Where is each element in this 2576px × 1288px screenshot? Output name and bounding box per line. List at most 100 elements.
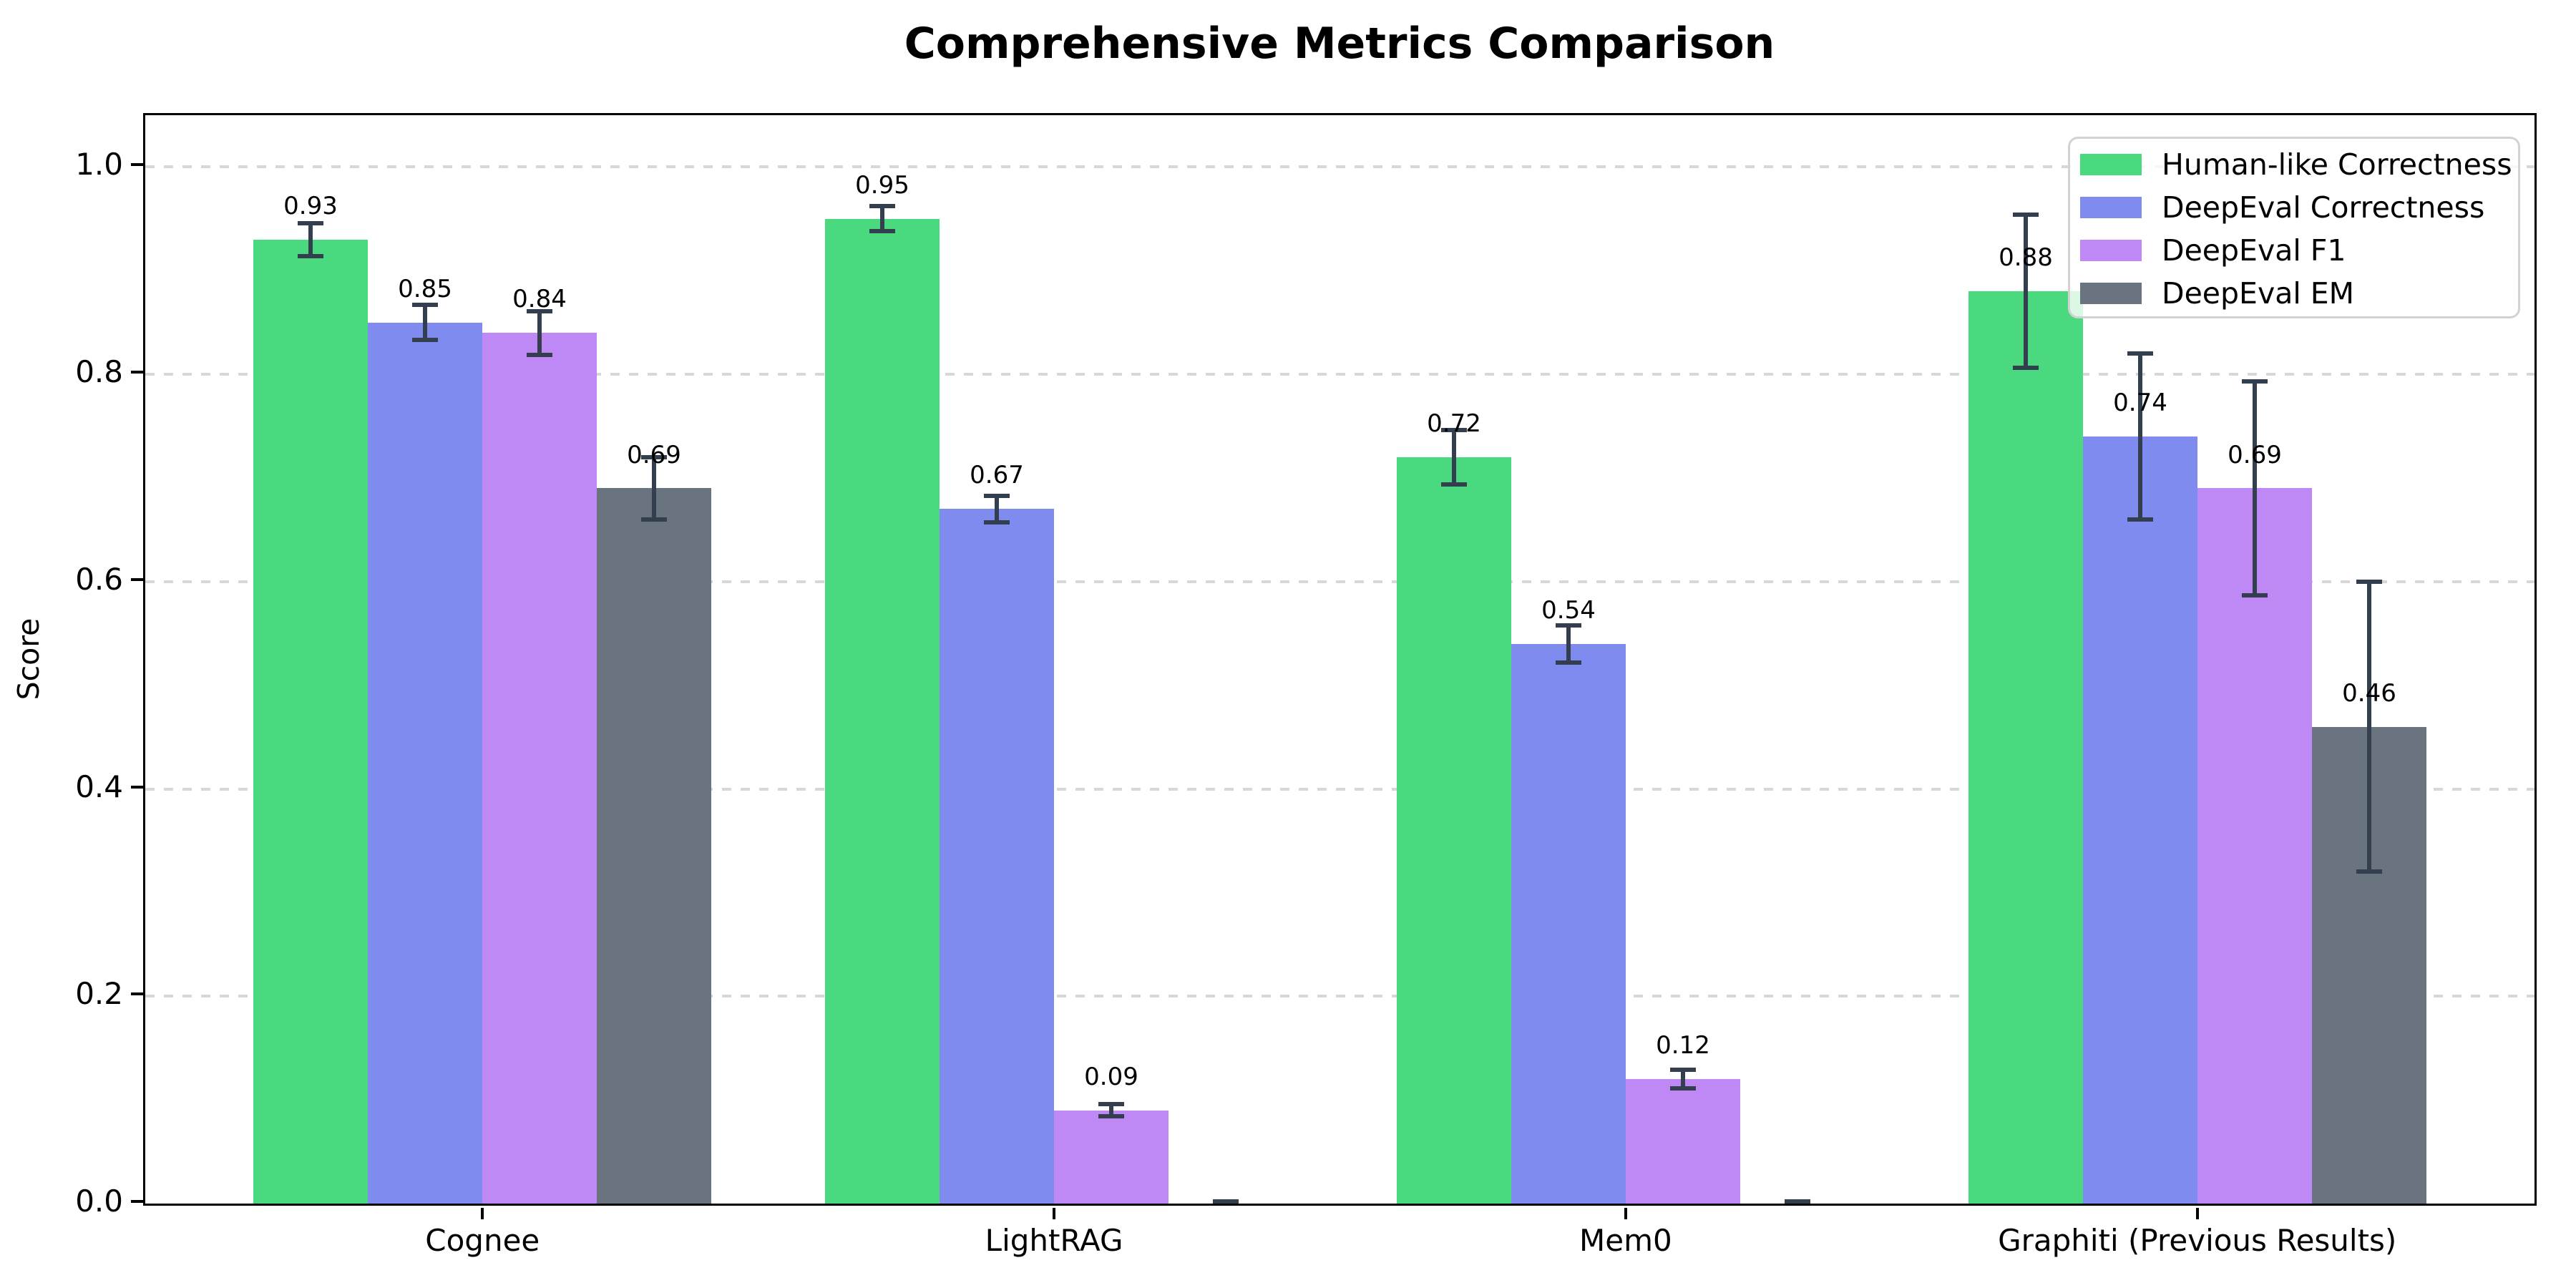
bar	[482, 333, 597, 1204]
legend-item: DeepEval Correctness	[2080, 186, 2518, 229]
plot-area: 0.93 0.95 0.72 0.88 0.85 0.67 0.54 0.74 0.84 0.09…	[143, 113, 2537, 1206]
error-bar-line	[1452, 430, 1456, 484]
legend-item: DeepEval F1	[2080, 229, 2518, 272]
legend: Human-like Correctness DeepEval Correctne…	[2068, 137, 2520, 318]
bar-value-label: 0.12	[1656, 1031, 1710, 1060]
legend-item: Human-like Correctness	[2080, 143, 2518, 186]
error-bar-cap-top	[298, 220, 323, 225]
gridline	[145, 373, 2534, 376]
error-bar-cap-bottom	[298, 254, 323, 258]
error-bar-cap-top	[641, 455, 667, 460]
error-bar-cap-top	[1213, 1199, 1239, 1204]
legend-item-label: Human-like Correctness	[2162, 147, 2512, 182]
error-bar-line	[880, 206, 884, 232]
legend-item-label: DeepEval EM	[2162, 276, 2355, 311]
error-bar-cap-bottom	[2013, 366, 2039, 371]
error-bar-cap-top	[1556, 623, 1581, 628]
bar	[1397, 457, 1511, 1204]
error-bar-cap-bottom	[641, 517, 667, 522]
error-bar-cap-bottom	[527, 352, 552, 357]
error-bar-cap-top	[2242, 379, 2268, 384]
error-bar-cap-bottom	[2242, 592, 2268, 597]
bar	[253, 240, 368, 1204]
error-bar-cap-bottom	[1441, 482, 1467, 487]
error-bar-cap-top	[2356, 579, 2382, 584]
x-tick-label: Mem0	[1579, 1223, 1672, 1258]
y-tick-label: 0.0	[75, 1184, 123, 1219]
error-bar-cap-top	[1441, 428, 1467, 433]
bar-value-label: 0.09	[1084, 1062, 1138, 1091]
error-bar-line	[537, 311, 542, 355]
bar-value-label: 0.93	[283, 191, 338, 220]
chart-title: Comprehensive Metrics Comparison	[904, 19, 1775, 69]
bar-value-label: 0.74	[2113, 389, 2167, 418]
legend-item: DeepEval EM	[2080, 272, 2518, 315]
error-bar-line	[2253, 381, 2257, 595]
y-tick-mark	[131, 577, 143, 581]
error-bar-cap-top	[1670, 1068, 1696, 1073]
x-tick-mark	[481, 1208, 484, 1219]
bar-value-label: 0.69	[627, 440, 681, 469]
bar-value-label: 0.95	[855, 170, 909, 200]
bar	[1968, 291, 2083, 1204]
error-bar-line	[308, 223, 313, 256]
error-bar-line	[1681, 1070, 1685, 1089]
error-bar-cap-bottom	[869, 229, 895, 234]
x-tick-label: Cognee	[425, 1223, 540, 1258]
y-tick-mark	[131, 1200, 143, 1203]
error-bar-cap-bottom	[2127, 517, 2153, 522]
legend-item-label: DeepEval Correctness	[2162, 190, 2485, 225]
legend-swatch-icon	[2080, 283, 2142, 304]
error-bar-cap-bottom	[1670, 1086, 1696, 1091]
bar-value-label: 0.54	[1541, 595, 1596, 625]
error-bar-cap-bottom	[2356, 869, 2382, 874]
x-tick-mark	[1624, 1208, 1627, 1219]
gridline	[145, 580, 2534, 583]
bar-value-label: 0.85	[398, 274, 452, 303]
bar-value-label: 0.84	[512, 285, 567, 314]
y-tick-mark	[131, 992, 143, 996]
bar-value-label: 0.72	[1427, 409, 1481, 439]
error-bar-cap-bottom	[412, 338, 438, 343]
gridline	[145, 165, 2534, 169]
bar	[2083, 436, 2197, 1204]
bar	[1626, 1079, 1740, 1204]
bar-value-label: 0.88	[1999, 243, 2053, 273]
error-bar-cap-bottom	[1098, 1114, 1124, 1119]
y-tick-label: 0.2	[75, 976, 123, 1012]
error-bar-cap-bottom	[1556, 660, 1581, 665]
y-tick-label: 0.8	[75, 354, 123, 390]
error-bar-cap-top	[2127, 351, 2153, 356]
error-bar-line	[423, 305, 427, 341]
y-tick-label: 0.6	[75, 561, 123, 597]
legend-swatch-icon	[2080, 154, 2142, 175]
error-bar-cap-top	[412, 303, 438, 308]
error-bar-cap-top	[1785, 1199, 1810, 1204]
error-bar-cap-top	[1098, 1101, 1124, 1106]
x-tick-mark	[1053, 1208, 1056, 1219]
x-tick-label: Graphiti (Previous Results)	[1998, 1223, 2397, 1258]
y-tick-mark	[131, 371, 143, 374]
gridline	[145, 995, 2534, 998]
y-tick-label: 0.4	[75, 769, 123, 804]
bar	[1511, 644, 1626, 1204]
bar	[940, 509, 1054, 1204]
bar-value-label: 0.46	[2342, 678, 2396, 708]
error-bar-line	[1566, 625, 1571, 663]
error-bar-cap-bottom	[984, 520, 1010, 525]
y-axis-label: Score	[11, 618, 46, 701]
x-tick-label: LightRAG	[985, 1223, 1123, 1258]
error-bar-line	[995, 495, 999, 523]
legend-item-label: DeepEval F1	[2162, 233, 2346, 268]
bar	[2197, 488, 2312, 1204]
y-tick-label: 1.0	[75, 147, 123, 182]
error-bar-line	[2138, 353, 2142, 519]
error-bar-cap-top	[527, 308, 552, 313]
legend-swatch-icon	[2080, 240, 2142, 261]
x-tick-mark	[2195, 1208, 2199, 1219]
bar	[825, 219, 940, 1204]
legend-swatch-icon	[2080, 197, 2142, 218]
error-bar-line	[652, 457, 656, 519]
error-bar-cap-top	[984, 493, 1010, 498]
